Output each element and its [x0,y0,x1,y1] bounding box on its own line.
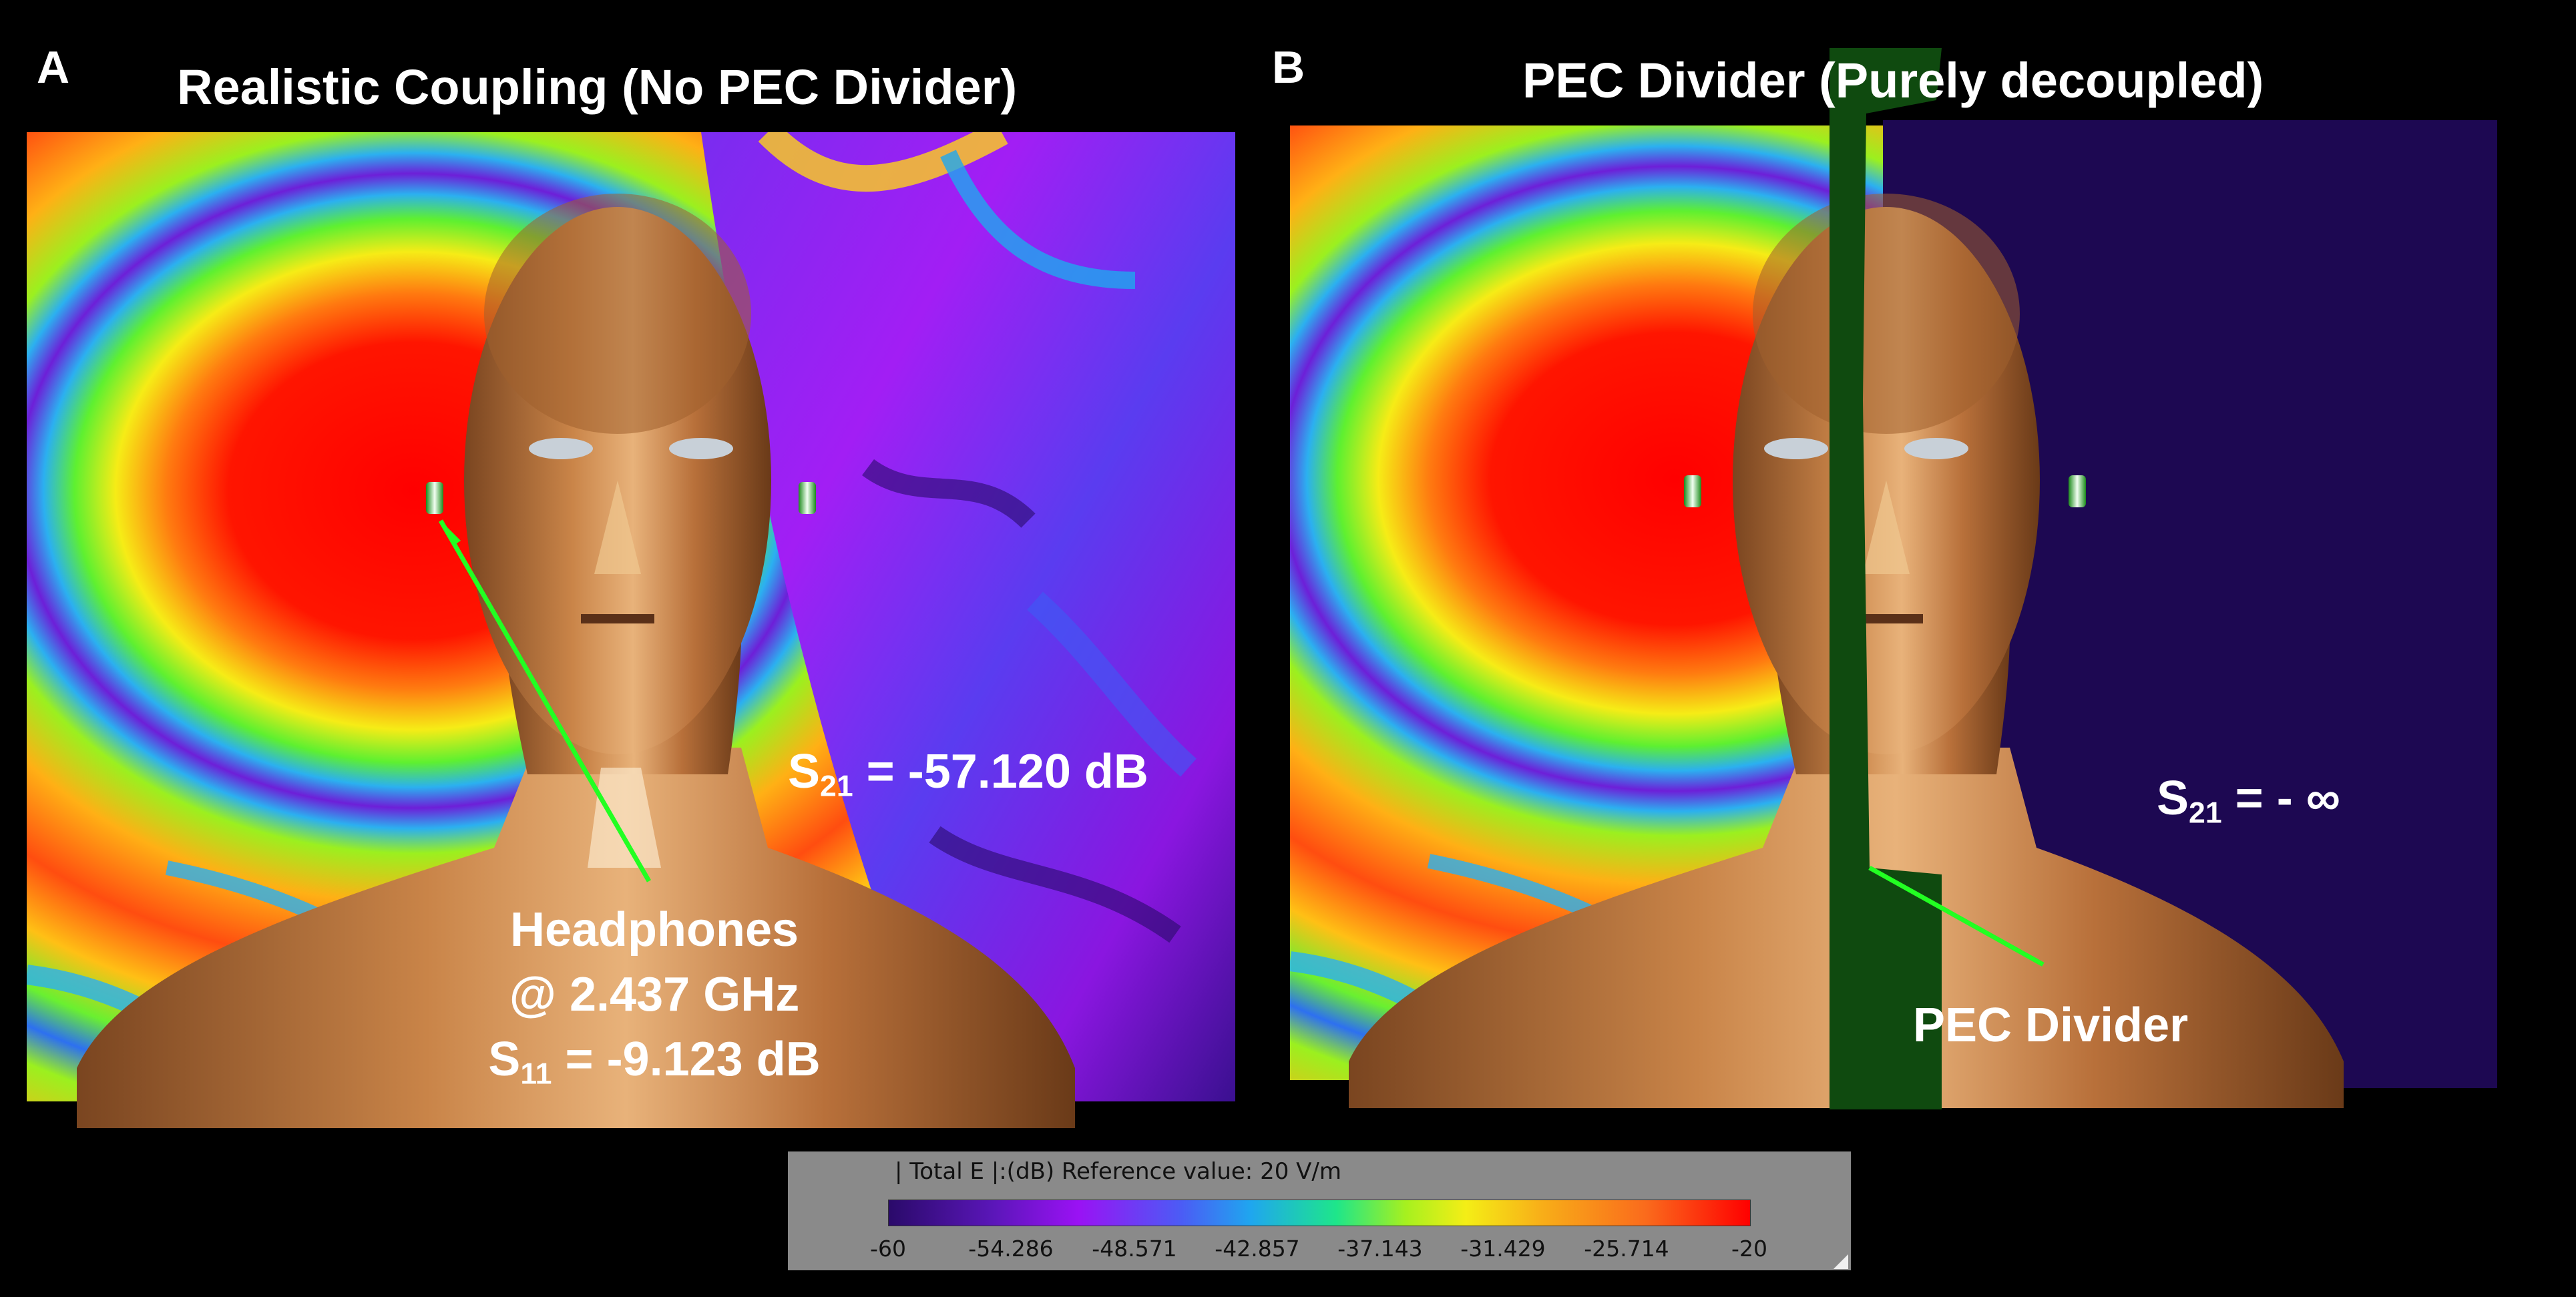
headphones-label-line2: @ 2.437 GHz [509,968,800,1022]
panel-a [27,132,1235,1128]
panel-b-pec-pointer [1868,865,2045,967]
panel-a-low-field-region [701,132,1235,1101]
panel-a-right-headphone-icon [799,482,816,514]
panel-a-headphone-pointer [438,519,652,882]
panel-a-s21-label: S21 = -57.120 dB [788,745,1148,803]
panel-b-right-headphone-icon [2069,475,2086,507]
headphones-label: Headphones @ 2.437 GHz S11 = -9.123 dB [454,898,855,1095]
colorbar-tick: -60 [870,1236,906,1262]
colorbar-tick: -48.571 [1092,1236,1177,1262]
panel-a-head-model [77,194,1075,1128]
colorbar-gradient [888,1200,1751,1226]
colorbar-tick: -42.857 [1215,1236,1300,1262]
panel-b-letter: B [1272,42,1305,93]
panel-b-title: PEC Divider (Purely decoupled) [1522,53,2264,108]
headphones-label-line1: Headphones [509,903,799,957]
colorbar-tick: -37.143 [1337,1236,1423,1262]
colorbar-tick: -20 [1731,1236,1767,1262]
pec-divider-plate [1830,48,1942,1109]
colorbar-tick: -31.429 [1460,1236,1546,1262]
panel-a-s11-label: S11 = -9.123 dB [488,1033,821,1091]
panel-b-s21-label: S21 = - ∞ [2157,772,2341,830]
panel-a-title: Realistic Coupling (No PEC Divider) [177,59,1018,115]
colorbar-tick: -25.714 [1584,1236,1669,1262]
colorbar-title: | Total E |:(dB) Reference value: 20 V/m [895,1158,1341,1185]
panel-b-left-headphone-icon [1684,475,1701,507]
pec-divider-label: PEC Divider [1913,999,2189,1052]
colorbar-tick: -54.286 [968,1236,1054,1262]
panel-b [1290,48,2497,1109]
colorbar-legend: | Total E |:(dB) Reference value: 20 V/m… [788,1151,1851,1270]
panel-a-letter: A [37,42,70,93]
resize-corner-icon [1834,1254,1848,1269]
panel-a-left-headphone-icon [426,482,443,514]
